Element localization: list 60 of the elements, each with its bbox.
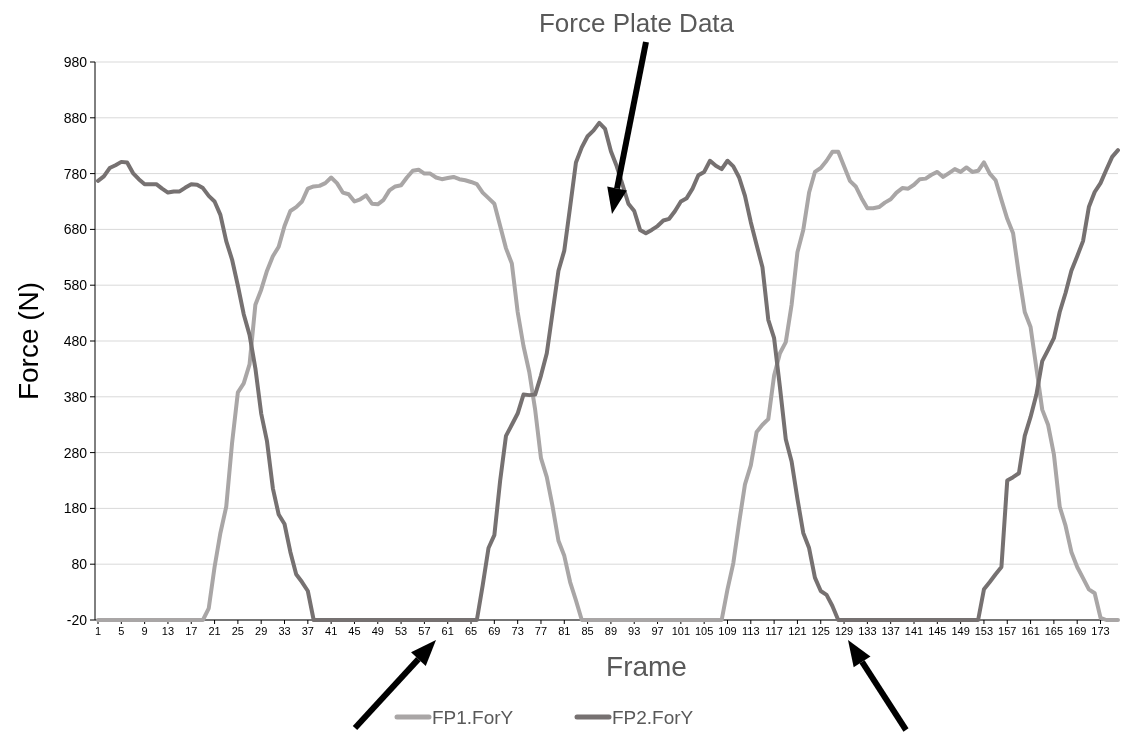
x-tick-label: 5 (118, 625, 125, 637)
x-tick-label: 53 (394, 625, 408, 637)
x-tick-label: 21 (208, 625, 221, 637)
x-tick-label: 129 (834, 625, 854, 637)
x-tick-label: 57 (418, 625, 431, 637)
x-tick-label: 109 (718, 625, 737, 637)
x-tick-label: 149 (951, 625, 970, 637)
x-tick-label: 137 (881, 625, 900, 637)
x-tick-label: 33 (278, 625, 291, 637)
x-tick-label: 165 (1044, 625, 1064, 637)
y-tick-label: 680 (63, 221, 88, 238)
chart-title: Force Plate Data (538, 8, 735, 38)
x-tick-label: 49 (371, 625, 384, 637)
legend-label: FP1.ForY (432, 706, 514, 728)
x-tick-label: 9 (141, 625, 148, 637)
x-tick-label: 89 (604, 625, 618, 637)
y-tick-label: 180 (63, 500, 88, 517)
x-tick-label: 65 (464, 625, 478, 637)
x-tick-label: 25 (231, 625, 245, 637)
x-tick-label: 105 (694, 625, 714, 637)
y-tick-label: 580 (63, 277, 88, 294)
x-tick-label: 69 (488, 625, 501, 637)
x-tick-label: 41 (325, 625, 338, 637)
x-tick-label: 157 (998, 625, 1017, 637)
x-tick-label: 29 (255, 625, 268, 637)
x-tick-label: 145 (928, 625, 947, 637)
y-tick-label: 80 (71, 556, 88, 573)
y-tick-label: -20 (66, 611, 88, 628)
x-tick-label: 173 (1091, 625, 1110, 637)
x-tick-label: 13 (161, 625, 175, 637)
x-tick-label: 133 (858, 625, 877, 637)
y-tick-label: 780 (63, 165, 88, 182)
x-tick-label: 169 (1068, 625, 1087, 637)
x-tick-label: 85 (581, 625, 594, 637)
y-tick-label: 880 (63, 109, 88, 126)
x-tick-label: 1 (94, 625, 102, 637)
x-tick-label: 73 (511, 625, 524, 637)
y-axis-title: Force (N) (13, 281, 44, 401)
y-tick-label: 280 (63, 444, 88, 461)
x-tick-label: 77 (534, 625, 548, 637)
x-tick-label: 17 (185, 625, 198, 637)
y-tick-label: 480 (63, 332, 88, 349)
x-tick-label: 161 (1021, 625, 1040, 637)
x-tick-label: 81 (558, 625, 571, 637)
x-tick-label: 61 (441, 625, 454, 637)
x-tick-label: 93 (628, 625, 641, 637)
x-tick-label: 117 (765, 625, 783, 637)
y-tick-label: 380 (63, 388, 88, 405)
x-tick-label: 101 (671, 625, 691, 637)
y-tick-label: 980 (63, 53, 88, 70)
legend-label: FP2.ForY (612, 706, 694, 728)
x-axis-title: Frame (606, 651, 687, 682)
x-tick-label: 121 (788, 625, 807, 637)
x-tick-label: 113 (742, 625, 760, 637)
x-tick-label: 125 (811, 625, 830, 637)
x-tick-label: 141 (904, 625, 924, 637)
x-tick-label: 97 (651, 625, 664, 637)
x-tick-label: 153 (974, 625, 994, 637)
x-tick-label: 37 (301, 625, 314, 637)
x-tick-label: 45 (348, 625, 361, 637)
